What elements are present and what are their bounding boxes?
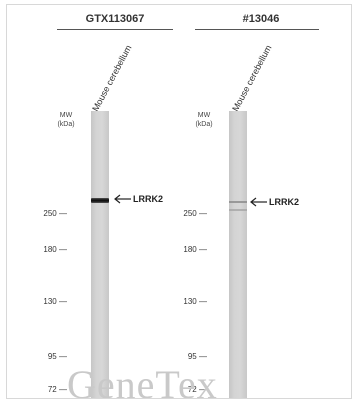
panel-2-header-line [195, 29, 319, 30]
panel-1-lrrk2-band [91, 198, 109, 203]
genetex-watermark: GeneTex [67, 362, 218, 399]
panel-2-target-arrow: LRRK2 [249, 197, 299, 207]
panel-1-header-line [57, 29, 173, 30]
panel-1-lane [91, 111, 109, 398]
panel-2-sample-label: Mouse cerebellum [230, 43, 274, 113]
panel-2-lane [229, 111, 247, 398]
blot-figure: GTX113067 Mouse cerebellum MW (kDa) LRRK… [6, 4, 352, 399]
panel-1-marker-250: 250 — [43, 209, 67, 218]
panel-2-mw-title: MW (kDa) [195, 112, 213, 128]
panel-1-mw-title: MW (kDa) [57, 112, 75, 128]
panel-2-marker-180: 180 — [183, 245, 207, 254]
panel-2-lrrk2-band [229, 201, 247, 203]
arrow-left-icon [250, 197, 267, 207]
panel-1-marker-180: 180 — [43, 245, 67, 254]
arrow-left-icon [114, 194, 131, 204]
panel-1-marker-130: 130 — [43, 297, 67, 306]
panel-1-target-arrow: LRRK2 [113, 194, 163, 204]
panel-1-target-label: LRRK2 [133, 194, 164, 204]
panel-1-marker-72: 72 — [47, 385, 67, 394]
panel-1-marker-95: 95 — [47, 352, 67, 361]
panel-2-marker-72: 72 — [187, 385, 207, 394]
panel-2-marker-250: 250 — [183, 209, 207, 218]
panel-2-secondary-band [229, 209, 247, 211]
panel-2-marker-95: 95 — [187, 352, 207, 361]
panel-2-header: #13046 [242, 13, 280, 25]
panel-2-marker-130: 130 — [183, 297, 207, 306]
panel-1-header: GTX113067 [85, 13, 145, 25]
panel-1-sample-label: Mouse cerebellum [90, 43, 134, 113]
panel-2-target-label: LRRK2 [269, 197, 300, 207]
